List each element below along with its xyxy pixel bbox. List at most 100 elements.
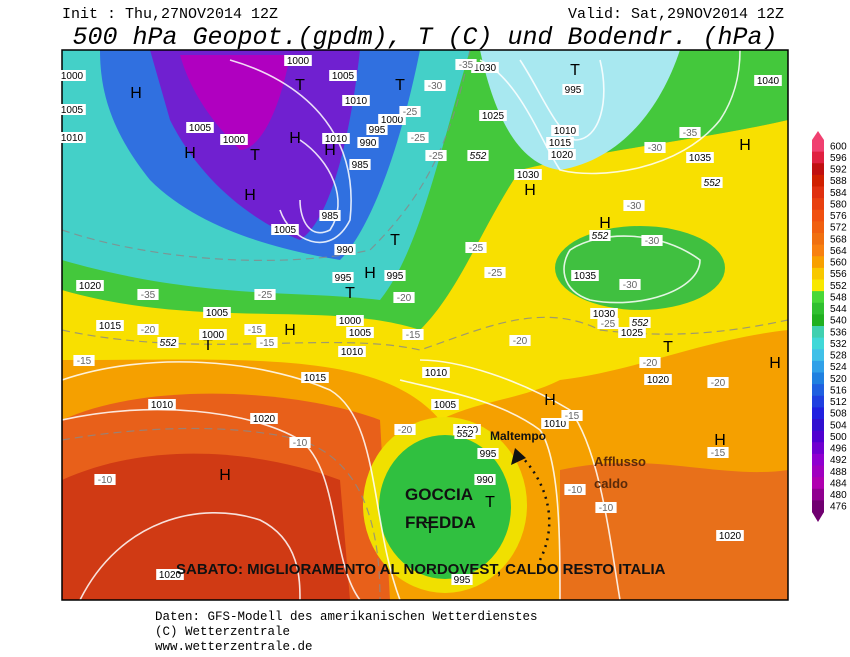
colorbar-label: 592 (830, 165, 847, 176)
colorbar-label: 520 (830, 374, 847, 385)
isoline-label: 1020 (253, 414, 276, 425)
isoline-label: 1005 (61, 105, 84, 116)
label-box (58, 70, 86, 81)
pressure-center: H (244, 187, 256, 204)
label-box (407, 132, 429, 143)
isoline-label: 1030 (593, 309, 616, 320)
isoline-label: -20 (711, 378, 726, 389)
isoline-label: 1010 (425, 368, 448, 379)
colorbar-swatch (812, 291, 824, 304)
label-box (156, 569, 184, 580)
colorbar-label: 532 (830, 339, 847, 350)
colorbar-swatch (812, 326, 824, 339)
pressure-center: H (544, 392, 556, 409)
colorbar-label: 552 (830, 281, 847, 292)
colorbar-label: 536 (830, 327, 847, 338)
label-box (342, 95, 370, 106)
label-box (571, 270, 599, 281)
isoline-label: 990 (360, 138, 377, 149)
colorbar-swatch (812, 151, 824, 164)
label-box (597, 318, 619, 329)
isoline-label: 1020 (79, 281, 102, 292)
label-box (623, 200, 645, 211)
label-box (471, 62, 499, 73)
label-box (199, 329, 227, 340)
isoline-label: -10 (98, 475, 113, 486)
map-title: 500 hPa Geopot.(gpdm), T (C) und Bodendr… (72, 23, 777, 52)
isoline-label: -15 (77, 356, 92, 367)
pressure-center: T (663, 339, 673, 356)
isoline-label: 1030 (474, 63, 497, 74)
isoline-label: 995 (480, 449, 497, 460)
label-box (137, 289, 159, 300)
label-box (254, 289, 276, 300)
label-box (754, 75, 782, 86)
isoline-label: -20 (643, 358, 658, 369)
colorbar-swatch (812, 244, 824, 257)
label-box (686, 152, 714, 163)
label-box (551, 125, 579, 136)
isoline-label: -20 (398, 425, 413, 436)
isoline-label: 1010 (345, 96, 368, 107)
colorbar-swatch (812, 198, 824, 211)
colorbar-label: 492 (830, 455, 847, 466)
colorbar-swatch (812, 419, 824, 432)
label-box (319, 210, 341, 221)
colorbar-swatch (812, 407, 824, 420)
isoline-label: 1020 (719, 531, 742, 542)
isoline-label: 1020 (551, 150, 574, 161)
label-box (336, 315, 364, 326)
colorbar-swatch (812, 337, 824, 350)
isoline-label: 1035 (574, 271, 597, 282)
label-box (203, 307, 231, 318)
label-box (641, 235, 663, 246)
pressure-center: T (250, 147, 260, 164)
label-box (707, 377, 729, 388)
colorbar-label: 540 (830, 316, 847, 327)
colorbar-swatch (812, 488, 824, 501)
label-box (322, 133, 350, 144)
label-box (465, 242, 487, 253)
pressure-center: T (345, 285, 355, 302)
isoline-label: -25 (403, 107, 418, 118)
label-box (137, 324, 159, 335)
colorbar-swatch (812, 221, 824, 234)
colorbar-label: 568 (830, 234, 847, 245)
isoline-label: -30 (623, 280, 638, 291)
isoline-label: 1005 (332, 71, 355, 82)
label-box (424, 80, 446, 91)
colorbar-swatch (812, 453, 824, 466)
isoline-label: -10 (568, 485, 583, 496)
label-box (561, 410, 583, 421)
isoline-label: -10 (293, 438, 308, 449)
label-box (271, 224, 299, 235)
isoline-label: 1015 (549, 138, 572, 149)
label-box (256, 337, 278, 348)
isoline-label: 1010 (544, 419, 567, 430)
colorbar-label: 524 (830, 362, 847, 373)
colorbar-swatch (812, 302, 824, 315)
isoline-label: -25 (258, 290, 273, 301)
valid-time: Valid: Sat,29NOV2014 12Z (568, 6, 784, 23)
label-box (562, 84, 584, 95)
isoline-label: 995 (369, 125, 386, 136)
colorbar-label: 596 (830, 153, 847, 164)
label-box (284, 55, 312, 66)
flow-arrowhead (511, 448, 526, 465)
annotation: caldo (594, 476, 628, 491)
label-box (58, 104, 86, 115)
isoline-label: -20 (141, 325, 156, 336)
label-box (244, 324, 266, 335)
label-box (644, 374, 672, 385)
pressure-center: H (284, 322, 296, 339)
annotation: Afflusso (594, 454, 646, 469)
label-box (716, 530, 744, 541)
colorbar-label: 580 (830, 199, 847, 210)
label-box (366, 124, 388, 135)
isoline-label: -15 (565, 411, 580, 422)
label-box (477, 448, 499, 459)
isoline-label: 990 (477, 475, 494, 486)
footer-line: Daten: GFS-Modell des amerikanischen Wet… (155, 610, 538, 624)
colorbar-label: 516 (830, 385, 847, 396)
